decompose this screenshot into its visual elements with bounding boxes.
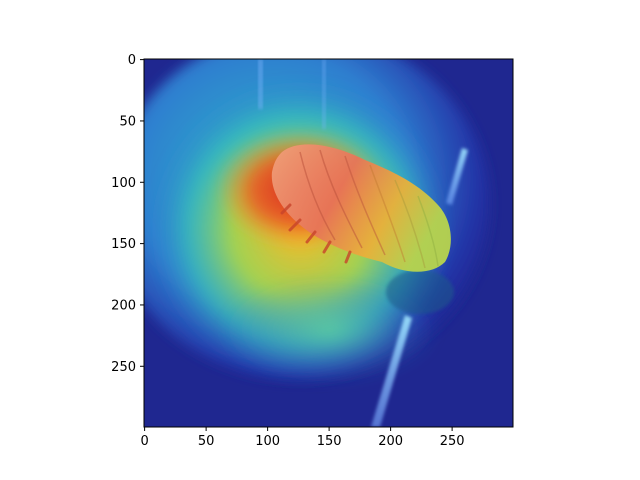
y-tick-label: 150 [111,237,136,252]
isopod [271,144,451,272]
y-tick-label: 250 [111,360,136,375]
y-tick-label: 0 [128,53,136,68]
x-tick-label: 150 [317,434,342,449]
x-tick-label: 50 [198,434,215,449]
y-tick-label: 200 [111,298,136,313]
x-tick-label: 0 [140,434,148,449]
y-tick-label: 100 [111,176,136,191]
x-tick-label: 100 [255,434,280,449]
x-tick-label: 250 [440,434,465,449]
x-axis: 0 50 100 150 200 250 [140,427,465,449]
heatmap-image [144,59,513,427]
y-axis: 0 50 100 150 200 250 [111,53,144,375]
x-tick-label: 200 [378,434,403,449]
axes-frame [143,58,514,428]
y-tick-label: 50 [119,114,136,129]
